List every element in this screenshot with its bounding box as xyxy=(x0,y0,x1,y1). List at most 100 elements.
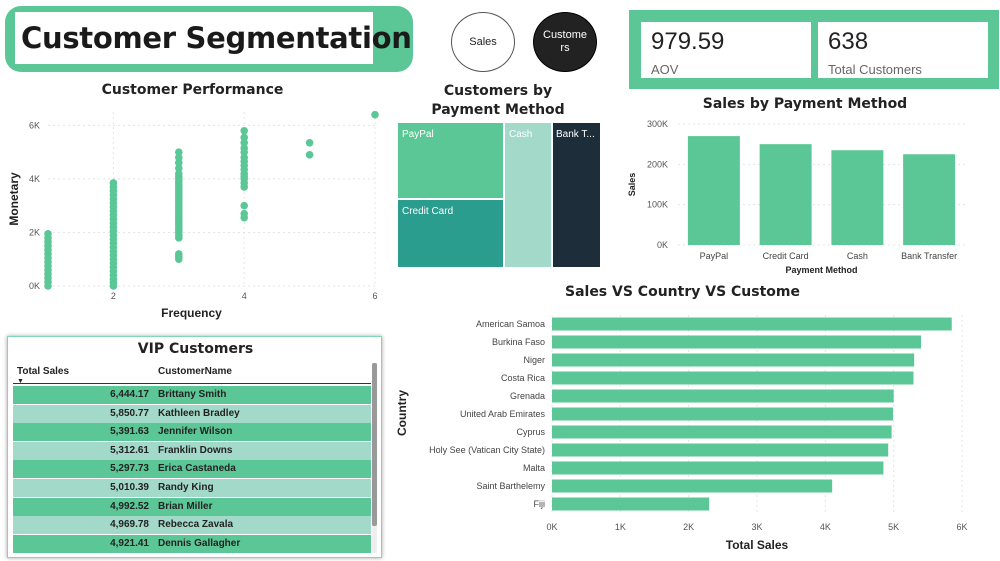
scatter-point[interactable] xyxy=(240,209,248,218)
title-box: Customer Segmentation xyxy=(15,12,412,64)
table-row[interactable]: 6,444.17 Brittany Smith xyxy=(13,386,371,404)
header-divider xyxy=(13,383,371,384)
scatter-point[interactable] xyxy=(240,144,248,152)
paybar-bar[interactable] xyxy=(759,144,812,245)
treemap-bank-label: Bank T... xyxy=(556,129,595,140)
scatter-y-label: Monetary xyxy=(7,172,21,226)
countrybar-x-tick: 3K xyxy=(751,522,762,532)
vip-scrollbar[interactable] xyxy=(372,363,377,553)
treemap-cash-tile[interactable] xyxy=(505,123,551,267)
sales-nav-button[interactable]: Sales xyxy=(451,12,515,72)
treemap-paypal-label: PayPal xyxy=(402,129,434,140)
country-bar-chart: 0K 1K 2K 3K 4K 5K 6K American Samoa Burkina Faso… xyxy=(395,315,968,552)
table-row[interactable]: 5,850.77 Kathleen Bradley xyxy=(13,404,371,423)
countrybar-x-tick: 2K xyxy=(683,522,694,532)
scatter-point[interactable] xyxy=(44,230,52,238)
scatter-point[interactable] xyxy=(371,110,379,119)
scatter-point[interactable] xyxy=(175,250,183,258)
paybar-category-label: Cash xyxy=(847,251,868,261)
countrybar-bar[interactable] xyxy=(552,461,884,475)
scatter-x-tick: 6 xyxy=(372,291,377,301)
customers-nav-label: Custome rs xyxy=(543,29,588,54)
scatter-point[interactable] xyxy=(240,138,248,147)
countrybar-category-label: Cyprus xyxy=(516,427,545,437)
customers-nav-button[interactable]: Custome rs xyxy=(533,12,597,72)
paybar-bar[interactable] xyxy=(687,136,740,245)
paybar-y-tick: 200K xyxy=(647,159,668,169)
row-total-sales: 5,312.61 xyxy=(110,444,149,456)
scatter-y-tick: 4K xyxy=(29,174,40,184)
row-customer-name: Randy King xyxy=(158,482,214,493)
total-customers-value: 638 xyxy=(828,28,869,55)
countrybar-bar[interactable] xyxy=(552,389,894,403)
aov-card: 979.59 AOV xyxy=(641,22,811,78)
countrybar-bar[interactable] xyxy=(552,479,833,493)
scatter-point[interactable] xyxy=(109,179,118,187)
scatter-point[interactable] xyxy=(305,151,314,159)
col-header-total-sales[interactable]: Total Sales xyxy=(17,366,69,377)
scatter-chart: 0K 2K 4K 6K 2 4 6 Frequency Monetary xyxy=(7,110,379,320)
countrybar-bar[interactable] xyxy=(552,425,892,439)
countrybar-bar[interactable] xyxy=(552,335,921,349)
scatter-point[interactable] xyxy=(175,164,183,173)
row-total-sales: 5,010.39 xyxy=(110,482,149,493)
countrybar-x-tick: 0K xyxy=(546,522,557,532)
payment-bar-chart: 0K 100K 200K 300K PayPal Credit Card Cash Bank … xyxy=(627,119,965,275)
treemap-bank-tile[interactable] xyxy=(553,123,600,267)
treemap-credit-tile[interactable] xyxy=(398,200,503,267)
paybar-y-tick: 300K xyxy=(647,119,668,129)
scatter-y-tick: 0K xyxy=(29,281,40,291)
scatter-point[interactable] xyxy=(175,153,183,162)
sort-desc-icon: ▼ xyxy=(17,378,24,385)
countrybar-x-tick: 6K xyxy=(956,522,967,532)
scatter-point[interactable] xyxy=(240,133,248,142)
table-row[interactable]: 5,010.39 Randy King xyxy=(13,479,371,497)
countrybar-category-label: Fiji xyxy=(534,499,546,509)
countrybar-title: Sales VS Country VS Custome xyxy=(564,284,800,300)
scatter-point[interactable] xyxy=(175,159,183,167)
treemap-chart: PayPal Credit Card Cash Bank T... xyxy=(398,123,600,267)
row-total-sales: 4,921.41 xyxy=(110,537,149,549)
scatter-point[interactable] xyxy=(240,153,248,162)
paybar-category-label: PayPal xyxy=(700,251,729,261)
row-customer-name: Dennis Gallagher xyxy=(158,537,241,549)
countrybar-x-tick: 4K xyxy=(820,522,831,532)
scatter-x-tick: 4 xyxy=(242,291,247,301)
row-total-sales: 6,444.17 xyxy=(110,389,149,400)
countrybar-bar[interactable] xyxy=(552,443,889,457)
table-row[interactable]: 4,992.52 Brian Miller xyxy=(13,497,371,516)
table-row[interactable]: 4,921.41 Dennis Gallagher xyxy=(13,534,371,553)
aov-label: AOV xyxy=(651,62,679,77)
treemap-paypal-tile[interactable] xyxy=(398,123,503,198)
table-row[interactable]: 5,312.61 Franklin Downs xyxy=(13,441,371,460)
paybar-category-label: Bank Transfer xyxy=(901,251,957,261)
treemap-title: Customers by Payment Method xyxy=(431,83,565,118)
vip-customers-table: VIP Customers Total Sales ▼ CustomerName… xyxy=(7,336,382,558)
countrybar-bar[interactable] xyxy=(552,407,893,421)
countrybar-x-tick: 1K xyxy=(615,522,626,532)
paybar-bar[interactable] xyxy=(903,154,956,245)
scatter-point[interactable] xyxy=(175,169,183,178)
countrybar-bar[interactable] xyxy=(552,497,710,511)
paybar-bar[interactable] xyxy=(831,150,884,245)
scatter-x-label: Frequency xyxy=(161,306,222,320)
countrybar-category-label: American Samoa xyxy=(476,319,545,329)
scatter-point[interactable] xyxy=(240,201,248,210)
countrybar-category-label: United Arab Emirates xyxy=(460,409,546,419)
row-customer-name: Erica Castaneda xyxy=(158,463,236,475)
countrybar-bar[interactable] xyxy=(552,371,914,385)
col-header-customer-name[interactable]: CustomerName xyxy=(158,366,232,377)
page-title: Customer Segmentation xyxy=(21,21,412,55)
table-row[interactable]: 5,391.63 Jennifer Wilson xyxy=(13,423,371,442)
countrybar-category-label: Niger xyxy=(523,355,545,365)
table-row[interactable]: 4,969.78 Rebecca Zavala xyxy=(13,516,371,535)
countrybar-bar[interactable] xyxy=(552,317,952,331)
scatter-point[interactable] xyxy=(240,126,248,135)
table-row[interactable]: 5,297.73 Erica Castaneda xyxy=(13,460,371,479)
countrybar-bar[interactable] xyxy=(552,353,915,367)
scatter-point[interactable] xyxy=(175,148,183,156)
paybar-y-tick: 0K xyxy=(657,240,668,250)
vip-scrollbar-thumb[interactable] xyxy=(372,363,377,526)
countrybar-category-label: Saint Barthelemy xyxy=(476,481,545,491)
scatter-point[interactable] xyxy=(305,138,314,147)
